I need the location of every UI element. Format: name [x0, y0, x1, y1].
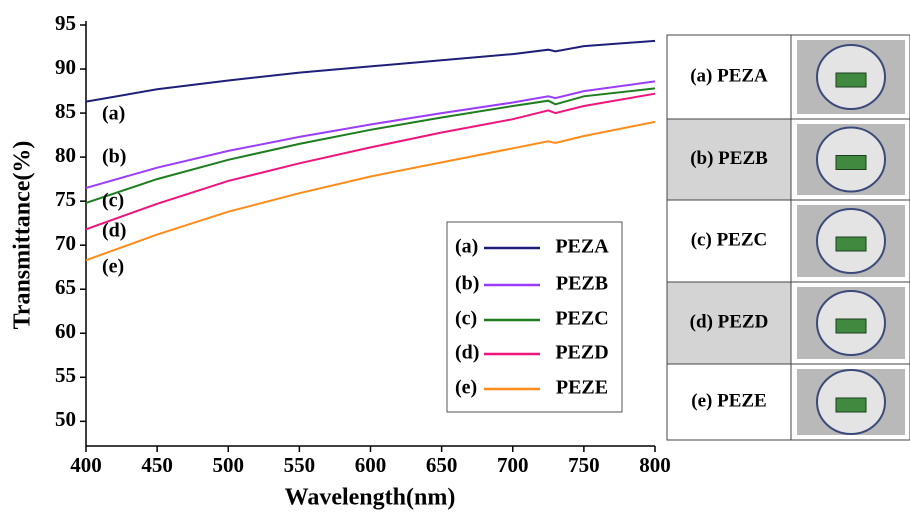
- legend-tag: (c): [455, 308, 477, 330]
- series-line: [85, 87, 656, 204]
- x-tick-label: 500: [213, 453, 245, 477]
- logo-mark: [835, 236, 867, 252]
- legend-label: PEZC: [555, 308, 608, 330]
- panel-label: (c) PEZC: [691, 229, 768, 250]
- legend-label: PEZA: [555, 236, 609, 258]
- legend-label: PEZB: [556, 273, 608, 295]
- y-tick-label: 90: [55, 55, 76, 79]
- legend-tag: (d): [455, 342, 479, 364]
- y-tick-label: 95: [55, 11, 76, 35]
- series-line: [85, 92, 656, 231]
- series-line: [85, 120, 656, 262]
- x-tick-label: 700: [497, 453, 529, 477]
- y-tick-label: 50: [55, 407, 76, 431]
- panel-label: (d) PEZD: [690, 311, 769, 332]
- legend-tag: (a): [455, 236, 478, 258]
- y-tick-label: 80: [55, 143, 76, 167]
- x-axis-title: Wavelength(nm): [285, 485, 456, 511]
- x-tick-label: 550: [284, 453, 316, 477]
- panel-label: (b) PEZB: [690, 148, 768, 169]
- x-tick-label: 450: [141, 453, 173, 477]
- y-axis-title: Transmittance(%): [10, 141, 36, 330]
- logo-mark: [835, 397, 867, 413]
- x-tick-label: 800: [639, 453, 671, 477]
- legend-label: PEZD: [555, 342, 608, 364]
- x-tick-label: 750: [568, 453, 600, 477]
- panel-label: (a) PEZA: [690, 65, 768, 86]
- legend-box: [446, 221, 623, 413]
- series-annotation: (a): [102, 103, 125, 125]
- panel-cell: [666, 363, 792, 441]
- y-tick-label: 65: [55, 275, 76, 299]
- series-line: [85, 80, 656, 189]
- legend-tag: (e): [455, 377, 477, 399]
- legend-tag: (b): [455, 273, 479, 295]
- logo-mark: [835, 155, 867, 170]
- y-tick-label: 70: [55, 231, 76, 255]
- legend-label: PEZE: [556, 377, 608, 399]
- panel-label: (e) PEZE: [691, 390, 766, 411]
- series-annotation: (e): [102, 256, 124, 278]
- y-tick-label: 75: [55, 187, 76, 211]
- logo-mark: [835, 318, 867, 334]
- panel-cell: [666, 281, 792, 365]
- series-annotation: (c): [102, 190, 124, 212]
- x-tick-label: 400: [70, 453, 102, 477]
- y-tick-label: 60: [55, 319, 76, 343]
- x-tick-label: 600: [355, 453, 387, 477]
- series-line: [85, 39, 656, 103]
- y-tick-label: 55: [55, 363, 76, 387]
- logo-mark: [835, 72, 867, 88]
- panel-cell: [666, 34, 792, 120]
- sample-panel: (a) PEZA (b) PEZB (c) PEZC (d) PEZD (e) PEZE: [666, 34, 910, 441]
- series-annotation: (b): [102, 146, 126, 168]
- y-tick-label: 85: [55, 99, 76, 123]
- series-annotation: (d): [102, 220, 126, 242]
- x-tick-label: 650: [426, 453, 458, 477]
